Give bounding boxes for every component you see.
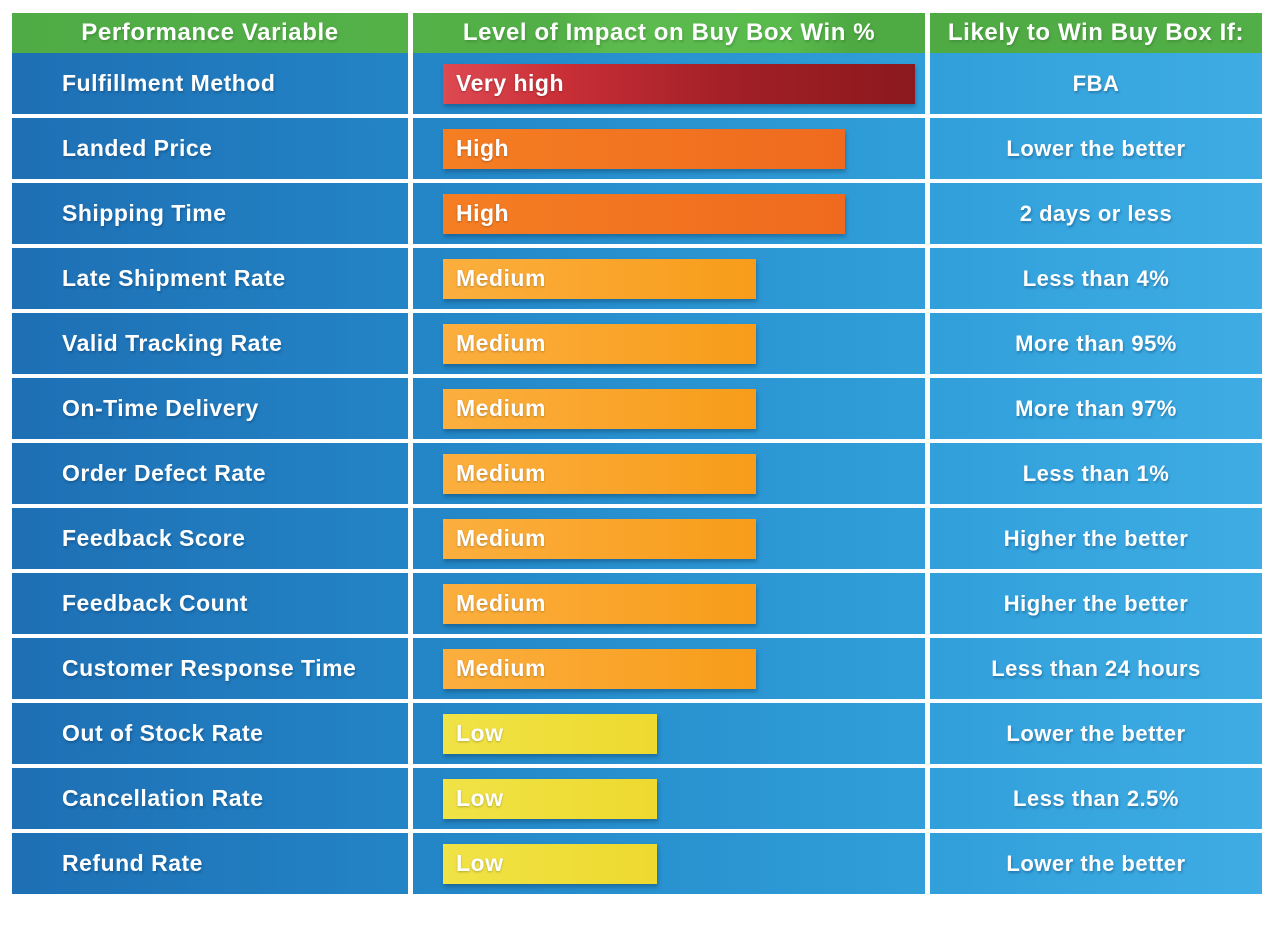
header-win-condition: Likely to Win Buy Box If:: [925, 13, 1262, 53]
row-variable-label: Feedback Score: [62, 525, 246, 551]
row-impact-cell: Low: [408, 833, 925, 894]
table-row: Shipping Time High 2 days or less: [12, 183, 1262, 244]
table-row: Fulfillment Method Very high FBA: [12, 53, 1262, 114]
row-impact-cell: High: [408, 118, 925, 179]
row-variable-label: Order Defect Rate: [62, 460, 267, 486]
row-variable-label: Shipping Time: [62, 200, 227, 226]
impact-bar: High: [443, 128, 845, 169]
impact-bar: Medium: [443, 388, 756, 429]
impact-bar: Medium: [443, 258, 756, 299]
table-row: Cancellation Rate Low Less than 2.5%: [12, 768, 1262, 829]
table-row: Customer Response Time Medium Less than …: [12, 638, 1262, 699]
row-impact-cell: Medium: [408, 443, 925, 504]
row-impact-cell: Very high: [408, 53, 925, 114]
row-criteria-label: Less than 1%: [925, 443, 1262, 504]
impact-bar: Medium: [443, 453, 756, 494]
impact-bar: Medium: [443, 583, 756, 624]
impact-bar: Very high: [443, 63, 915, 104]
impact-bar-label: Medium: [456, 655, 546, 681]
impact-bar-label: Medium: [456, 460, 546, 486]
row-variable-label: Valid Tracking Rate: [62, 330, 283, 356]
row-impact-cell: Medium: [408, 508, 925, 569]
row-variable-label: On-Time Delivery: [62, 395, 259, 421]
row-variable-label: Late Shipment Rate: [62, 265, 286, 291]
row-criteria-label: Lower the better: [925, 703, 1262, 764]
table-row: Landed Price High Lower the better: [12, 118, 1262, 179]
impact-bar-label: Very high: [456, 70, 565, 96]
row-variable-label: Customer Response Time: [62, 655, 357, 681]
impact-bar-label: Low: [456, 720, 504, 746]
impact-bar-label: High: [456, 135, 510, 161]
impact-bar-label: High: [456, 200, 510, 226]
impact-bar-label: Low: [456, 785, 504, 811]
row-variable-label: Feedback Count: [62, 590, 248, 616]
table-row: Feedback Count Medium Higher the better: [12, 573, 1262, 634]
row-impact-cell: Low: [408, 703, 925, 764]
table-row: On-Time Delivery Medium More than 97%: [12, 378, 1262, 439]
row-criteria-label: Higher the better: [925, 508, 1262, 569]
table-row: Out of Stock Rate Low Lower the better: [12, 703, 1262, 764]
row-criteria-label: More than 95%: [925, 313, 1262, 374]
row-impact-cell: Medium: [408, 378, 925, 439]
row-variable-label: Landed Price: [62, 135, 213, 161]
impact-bar: Low: [443, 843, 657, 884]
buy-box-impact-table: Performance Variable Level of Impact on …: [12, 13, 1262, 894]
impact-bar-label: Medium: [456, 265, 546, 291]
row-criteria-label: Lower the better: [925, 118, 1262, 179]
row-variable-label: Out of Stock Rate: [62, 720, 264, 746]
row-criteria-label: Less than 2.5%: [925, 768, 1262, 829]
row-criteria-label: 2 days or less: [925, 183, 1262, 244]
table-body: Fulfillment Method Very high FBA Landed …: [12, 53, 1262, 894]
row-variable-label: Refund Rate: [62, 850, 203, 876]
row-impact-cell: Medium: [408, 248, 925, 309]
impact-bar-label: Medium: [456, 330, 546, 356]
header-impact-level: Level of Impact on Buy Box Win %: [408, 13, 925, 53]
table-row: Late Shipment Rate Medium Less than 4%: [12, 248, 1262, 309]
row-criteria-label: Less than 24 hours: [925, 638, 1262, 699]
impact-bar-label: Low: [456, 850, 504, 876]
impact-bar: Low: [443, 713, 657, 754]
table-row: Valid Tracking Rate Medium More than 95%: [12, 313, 1262, 374]
row-variable-label: Cancellation Rate: [62, 785, 264, 811]
table-row: Feedback Score Medium Higher the better: [12, 508, 1262, 569]
impact-bar-label: Medium: [456, 590, 546, 616]
row-impact-cell: Medium: [408, 638, 925, 699]
row-criteria-label: Higher the better: [925, 573, 1262, 634]
impact-bar: Medium: [443, 518, 756, 559]
impact-bar: High: [443, 193, 845, 234]
impact-bar-label: Medium: [456, 525, 546, 551]
table-row: Refund Rate Low Lower the better: [12, 833, 1262, 894]
row-criteria-label: More than 97%: [925, 378, 1262, 439]
header-performance-variable: Performance Variable: [81, 19, 339, 46]
row-impact-cell: Medium: [408, 573, 925, 634]
impact-bar: Medium: [443, 648, 756, 689]
row-criteria-label: FBA: [925, 53, 1262, 114]
row-criteria-label: Less than 4%: [925, 248, 1262, 309]
row-impact-cell: High: [408, 183, 925, 244]
table-row: Order Defect Rate Medium Less than 1%: [12, 443, 1262, 504]
impact-bar-label: Medium: [456, 395, 546, 421]
impact-bar: Medium: [443, 323, 756, 364]
row-variable-label: Fulfillment Method: [62, 70, 276, 96]
header-row: Performance Variable Level of Impact on …: [12, 13, 1262, 53]
row-impact-cell: Medium: [408, 313, 925, 374]
impact-bar: Low: [443, 778, 657, 819]
row-impact-cell: Low: [408, 768, 925, 829]
row-criteria-label: Lower the better: [925, 833, 1262, 894]
